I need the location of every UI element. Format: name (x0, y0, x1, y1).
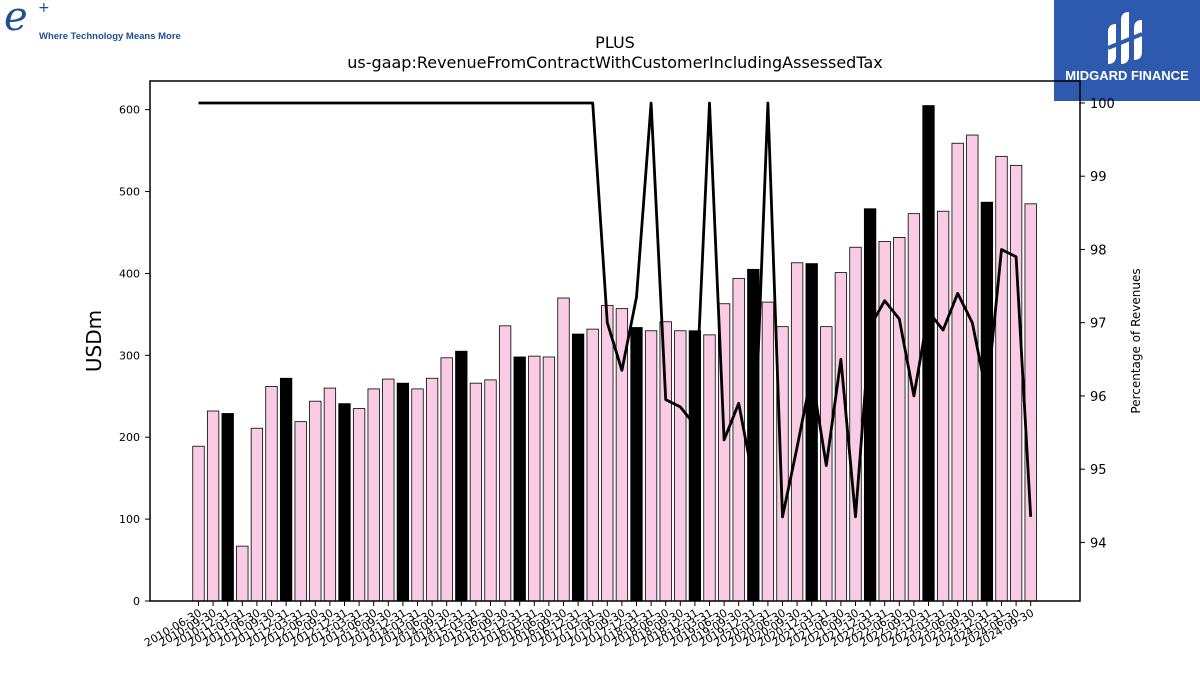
brand-logo-left: e + Where Technology Means More (0, 0, 200, 50)
brand-logo-right: MIDGARD FINANCE (1054, 0, 1200, 101)
bar (498, 325, 512, 602)
bar (571, 333, 585, 602)
bar (893, 237, 906, 602)
bar (703, 334, 716, 602)
y-tick-label: 500 (119, 186, 140, 199)
bar (352, 408, 366, 602)
y-axis-label: USDm (82, 310, 106, 372)
bar (221, 413, 234, 602)
chart-subtitle: us-gaap:RevenueFromContractWithCustomerI… (347, 53, 882, 72)
y2-tick-label: 97 (1090, 317, 1107, 332)
bar (265, 386, 278, 602)
bar (630, 327, 643, 602)
bar (936, 210, 950, 602)
bar (966, 134, 979, 602)
y2-tick-label: 98 (1090, 243, 1107, 258)
plot-frame (149, 80, 1081, 602)
bar (849, 246, 862, 602)
bar (878, 241, 891, 602)
y2-tick-label: 99 (1090, 170, 1107, 185)
midgard-logo-icon (1107, 12, 1143, 64)
bar (309, 400, 322, 602)
y2-tick-label: 95 (1090, 463, 1107, 478)
bar (542, 356, 556, 602)
bar (1009, 164, 1023, 602)
y-tick-label: 0 (133, 595, 140, 608)
brand-name: MIDGARD FINANCE (1065, 68, 1189, 83)
bar (528, 355, 541, 602)
line-series (198, 101, 1033, 519)
bar (863, 208, 877, 602)
bar (294, 421, 307, 602)
y2-tick-label: 94 (1090, 536, 1107, 551)
bar (659, 321, 672, 602)
bar (250, 427, 264, 602)
bar-series (192, 105, 1037, 602)
bar (922, 105, 935, 602)
y-tick-label: 200 (119, 431, 140, 444)
y2-tick-label: 96 (1090, 390, 1107, 405)
y-tick-label: 400 (119, 267, 140, 280)
y2-axis-label: Percentage of Revenues (1129, 268, 1143, 413)
bar (805, 263, 818, 602)
bar (425, 377, 439, 602)
bar (601, 304, 614, 602)
bar (206, 410, 220, 602)
bar (396, 382, 410, 602)
bar (279, 377, 293, 602)
bar (236, 545, 249, 602)
bar (484, 379, 497, 602)
bar (995, 155, 1008, 602)
bar (469, 382, 483, 602)
bar (1024, 203, 1037, 602)
bar (688, 330, 702, 602)
bar (586, 328, 599, 602)
bar (513, 356, 526, 602)
bar (338, 403, 351, 602)
bar (907, 213, 921, 602)
bar (951, 142, 964, 602)
bar (747, 268, 760, 602)
bar (382, 378, 395, 602)
brand-logo-letter: e (4, 0, 28, 40)
chart-title: PLUS (595, 33, 635, 52)
y-tick-label: 300 (119, 349, 140, 362)
bar (411, 388, 424, 602)
bar (834, 272, 848, 602)
brand-tagline: Where Technology Means More (39, 31, 181, 42)
bar (732, 277, 745, 602)
percentage-line (198, 101, 1033, 519)
axes: 01002003004005006009495969798991002010-0… (119, 80, 1115, 650)
bar (557, 297, 570, 602)
bar (980, 201, 994, 602)
y2-tick-label: 100 (1090, 97, 1115, 112)
bar (440, 357, 453, 602)
brand-logo-plus: + (38, 0, 50, 16)
y-tick-label: 100 (119, 513, 140, 526)
y-tick-label: 600 (119, 104, 140, 117)
bar (367, 388, 380, 602)
bar (455, 350, 468, 602)
bar (323, 387, 337, 602)
bar (192, 445, 205, 602)
bar (644, 330, 658, 602)
bar (674, 330, 687, 602)
bar (761, 301, 775, 602)
